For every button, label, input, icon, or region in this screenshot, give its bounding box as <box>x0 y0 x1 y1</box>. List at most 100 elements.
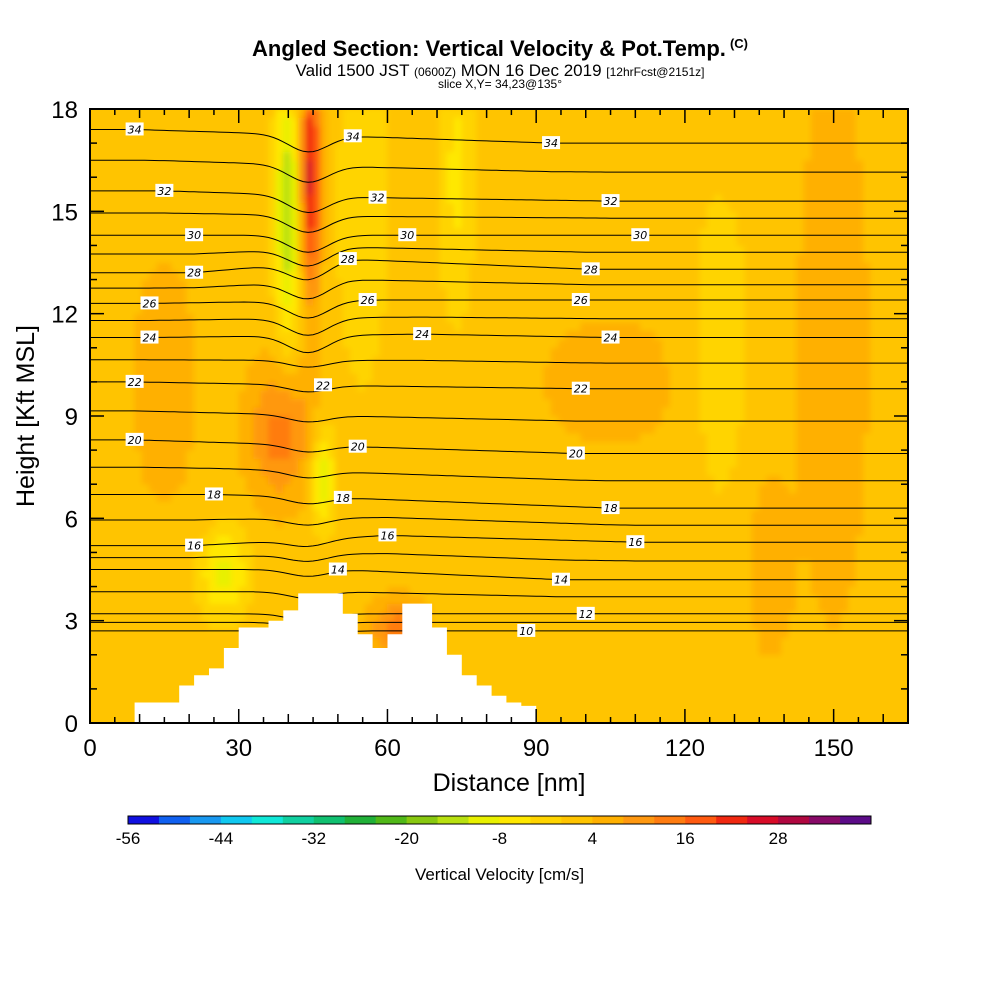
velocity-cell <box>863 338 872 349</box>
velocity-cell <box>684 680 693 690</box>
velocity-cell <box>699 560 708 570</box>
velocity-cell <box>617 518 626 528</box>
velocity-cell <box>580 364 589 374</box>
velocity-cell <box>796 637 805 647</box>
velocity-cell <box>112 407 121 417</box>
velocity-cell <box>119 338 128 349</box>
velocity-cell <box>476 543 485 553</box>
velocity-cell <box>461 543 470 553</box>
velocity-cell <box>245 535 254 545</box>
velocity-cell <box>253 500 262 511</box>
velocity-cell <box>372 407 381 417</box>
velocity-cell <box>454 637 463 647</box>
velocity-cell <box>156 458 165 468</box>
velocity-cell <box>178 680 187 690</box>
velocity-cell <box>721 577 730 587</box>
velocity-cell <box>193 390 202 400</box>
velocity-cell <box>550 663 559 673</box>
velocity-cell <box>736 466 745 476</box>
velocity-cell <box>491 407 500 417</box>
velocity-cell <box>610 466 619 476</box>
velocity-cell <box>877 347 886 357</box>
velocity-cell <box>706 432 715 442</box>
velocity-cell <box>402 458 411 468</box>
velocity-cell <box>662 535 671 545</box>
velocity-cell <box>773 611 782 621</box>
velocity-cell <box>870 483 879 494</box>
velocity-cell <box>848 637 857 647</box>
velocity-cell <box>602 603 611 613</box>
velocity-cell <box>164 628 173 639</box>
velocity-cell <box>558 441 567 451</box>
velocity-cell <box>848 390 857 400</box>
velocity-cell <box>825 628 834 639</box>
velocity-cell <box>223 441 232 451</box>
velocity-cell <box>602 424 611 434</box>
velocity-cell <box>364 611 373 621</box>
velocity-cell <box>506 611 515 621</box>
velocity-cell <box>840 432 849 442</box>
velocity-cell <box>803 518 812 528</box>
velocity-cell <box>171 697 180 707</box>
velocity-cell <box>424 415 433 425</box>
velocity-cell <box>632 356 641 366</box>
velocity-cell <box>744 611 753 621</box>
velocity-cell <box>766 466 775 476</box>
velocity-cell <box>208 338 217 349</box>
velocity-cell <box>833 347 842 357</box>
velocity-cell <box>483 441 492 451</box>
velocity-cell <box>171 671 180 681</box>
velocity-cell <box>402 475 411 485</box>
velocity-cell <box>230 475 240 485</box>
velocity-cell <box>283 586 292 596</box>
velocity-cell <box>416 586 425 596</box>
velocity-cell <box>781 645 790 656</box>
velocity-cell <box>364 518 373 528</box>
velocity-cell <box>840 552 849 562</box>
velocity-cell <box>818 543 827 553</box>
velocity-cell <box>639 654 649 664</box>
velocity-cell <box>877 645 886 656</box>
velocity-cell <box>602 628 611 639</box>
velocity-cell <box>290 577 299 587</box>
velocity-cell <box>610 586 619 596</box>
velocity-cell <box>112 620 121 630</box>
velocity-cell <box>268 415 277 425</box>
velocity-cell <box>744 347 753 357</box>
velocity-cell <box>788 338 797 349</box>
velocity-cell <box>587 509 596 519</box>
velocity-cell <box>543 594 552 604</box>
velocity-cell <box>892 338 901 349</box>
velocity-cell <box>632 637 641 647</box>
velocity-cell <box>335 356 344 366</box>
velocity-cell <box>535 475 544 485</box>
velocity-cell <box>283 475 292 485</box>
velocity-cell <box>632 688 641 698</box>
velocity-cell <box>446 432 455 442</box>
velocity-cell <box>193 603 202 613</box>
velocity-cell <box>825 356 834 366</box>
velocity-cell <box>833 628 842 639</box>
velocity-cell <box>90 543 98 553</box>
velocity-cell <box>692 594 701 604</box>
velocity-cell <box>855 577 864 587</box>
velocity-cell <box>186 569 195 579</box>
velocity-cell <box>877 526 886 536</box>
velocity-cell <box>885 398 894 408</box>
velocity-cell <box>335 483 344 494</box>
velocity-cell <box>565 441 574 451</box>
velocity-cell <box>602 620 611 630</box>
velocity-cell <box>595 577 604 587</box>
velocity-cell <box>506 475 515 485</box>
velocity-cell <box>654 552 663 562</box>
velocity-cell <box>126 509 135 519</box>
velocity-cell <box>431 526 440 536</box>
velocity-cell <box>669 475 678 485</box>
velocity-cell <box>751 373 760 383</box>
velocity-cell <box>714 628 723 639</box>
velocity-cell <box>639 663 649 673</box>
velocity-cell <box>483 654 492 664</box>
velocity-cell <box>149 586 158 596</box>
velocity-cell <box>305 449 314 459</box>
velocity-cell <box>662 543 671 553</box>
